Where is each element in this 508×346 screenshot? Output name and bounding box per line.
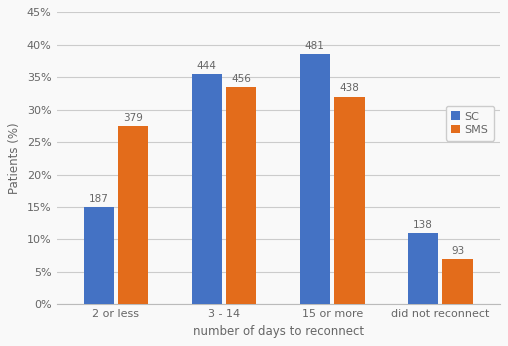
Bar — [334, 97, 365, 304]
Text: 481: 481 — [305, 41, 325, 51]
Text: 138: 138 — [413, 220, 433, 230]
Bar — [192, 74, 222, 304]
Bar — [118, 126, 148, 304]
Bar — [83, 207, 114, 304]
Bar — [408, 233, 438, 304]
Bar — [442, 259, 472, 304]
Text: 456: 456 — [232, 74, 251, 84]
X-axis label: number of days to reconnect: number of days to reconnect — [193, 325, 364, 338]
Legend: SC, SMS: SC, SMS — [446, 106, 494, 140]
Text: 444: 444 — [197, 61, 217, 71]
Text: 379: 379 — [123, 112, 143, 122]
Text: 93: 93 — [451, 246, 464, 256]
Text: 438: 438 — [339, 83, 359, 93]
Bar — [226, 87, 257, 304]
Y-axis label: Patients (%): Patients (%) — [8, 122, 21, 194]
Text: 187: 187 — [89, 194, 109, 204]
Bar — [300, 55, 330, 304]
